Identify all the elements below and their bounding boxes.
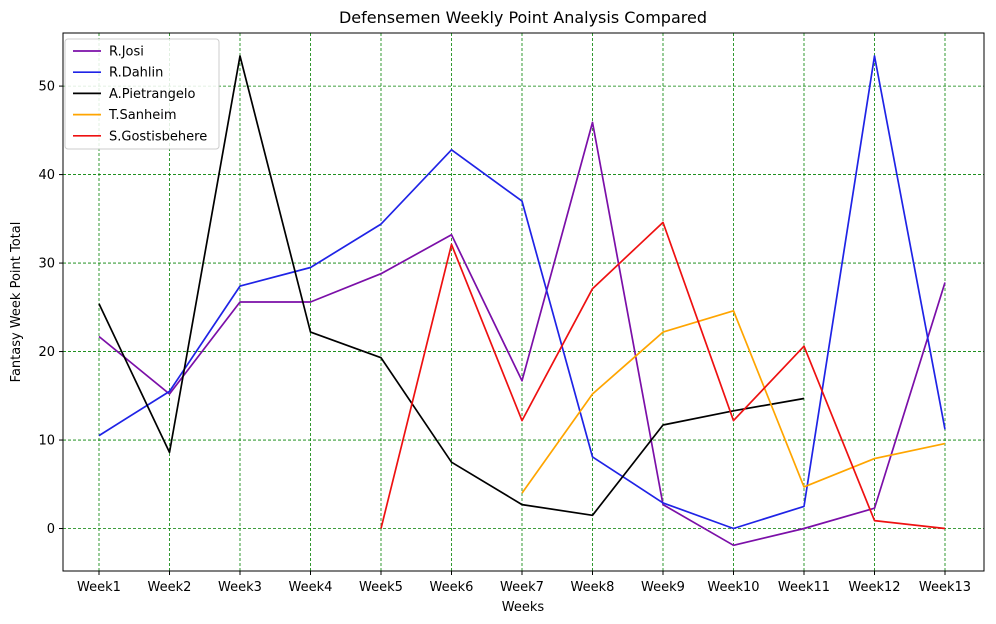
series-line-a-pietrangelo (98, 55, 805, 517)
y-tick-label: 0 (47, 522, 55, 537)
x-tick-label: Week2 (148, 580, 192, 595)
legend-label-t-sanheim: T.Sanheim (108, 108, 177, 123)
x-tick-label: Week11 (778, 580, 830, 595)
y-tick-label: 30 (38, 257, 55, 272)
legend-label-a-pietrangelo: A.Pietrangelo (109, 87, 195, 102)
y-tick-label: 40 (38, 168, 55, 183)
legend: R.Josi R.Dahlin A.Pietrangelo T.Sanheim S.Go… (64, 38, 220, 150)
y-tick-label: 10 (38, 434, 55, 449)
legend-label-s-gostisbehere: S.Gostisbehere (109, 129, 207, 144)
series-line-s-gostisbehere (380, 221, 946, 530)
legend-label-r-josi: R.Josi (109, 45, 144, 60)
series-lines (98, 55, 946, 547)
x-tick-label: Week6 (430, 580, 474, 595)
x-tick-label: Week9 (641, 580, 685, 595)
grid-lines (63, 33, 984, 571)
x-tick-label: Week3 (218, 580, 262, 595)
x-tick-label: Week13 (919, 580, 971, 595)
x-tick-label: Week4 (289, 580, 333, 595)
legend-label-r-dahlin: R.Dahlin (109, 66, 163, 81)
x-tick-label: Week7 (500, 580, 544, 595)
y-axis-label: Fantasy Week Point Total (9, 222, 24, 383)
x-tick-label: Week8 (571, 580, 615, 595)
series-line-r-dahlin (98, 55, 946, 530)
y-axis-ticks: 0 10 20 30 40 50 (38, 80, 63, 537)
x-tick-label: Week10 (707, 580, 759, 595)
y-tick-label: 20 (38, 345, 55, 360)
x-tick-label: Week1 (77, 580, 121, 595)
y-tick-label: 50 (38, 80, 55, 95)
series-line-t-sanheim (521, 309, 946, 494)
x-axis-label: Weeks (502, 600, 545, 615)
legend-box (64, 38, 220, 150)
x-axis-ticks: Week1 Week2 Week3 Week4 Week5 Week6 Week7 Week8… (77, 571, 971, 595)
chart-title: Defensemen Weekly Point Analysis Compare… (339, 8, 707, 27)
x-tick-label: Week12 (848, 580, 900, 595)
plot-frame (62, 32, 985, 572)
series-line-r-josi (98, 121, 946, 547)
x-tick-label: Week5 (359, 580, 403, 595)
